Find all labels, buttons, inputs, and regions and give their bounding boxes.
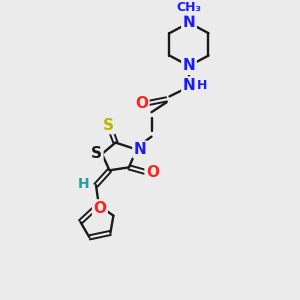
Text: S: S [91, 146, 102, 161]
Text: H: H [78, 177, 89, 191]
Text: H: H [197, 79, 208, 92]
Text: N: N [134, 142, 146, 157]
Text: N: N [183, 78, 195, 93]
Text: O: O [146, 165, 159, 180]
Text: O: O [93, 201, 106, 216]
Text: O: O [135, 96, 148, 111]
Text: N: N [183, 15, 195, 30]
Text: N: N [183, 58, 195, 74]
Text: S: S [103, 118, 114, 133]
Text: CH₃: CH₃ [176, 1, 202, 14]
